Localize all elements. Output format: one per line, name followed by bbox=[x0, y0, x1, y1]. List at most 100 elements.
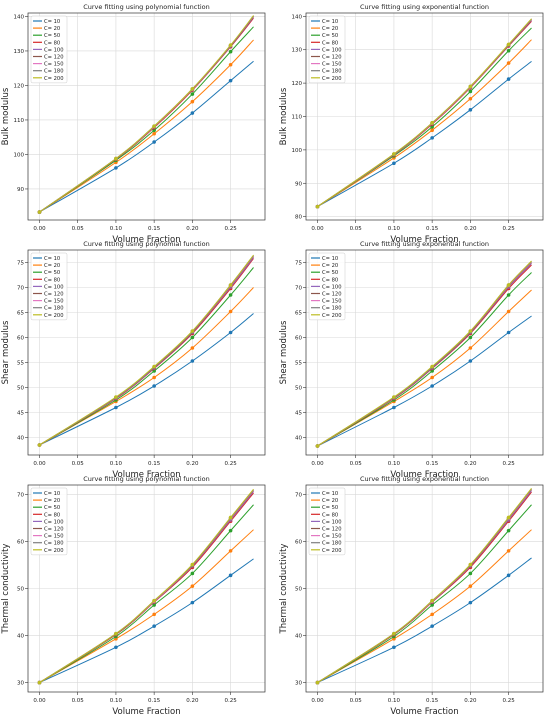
data-point bbox=[152, 624, 156, 628]
legend-label: C= 120 bbox=[44, 527, 64, 533]
series-line-3 bbox=[39, 26, 254, 213]
data-point bbox=[228, 330, 233, 335]
y-tick-label: 45 bbox=[17, 411, 24, 417]
legend-label: C= 100 bbox=[44, 284, 64, 290]
legend-label: C= 10 bbox=[44, 491, 60, 497]
plot-frame bbox=[305, 249, 544, 456]
data-point bbox=[430, 121, 434, 125]
data-point bbox=[228, 573, 233, 578]
legend-label: C= 120 bbox=[322, 292, 342, 298]
legend-label: C= 100 bbox=[322, 47, 342, 53]
data-point bbox=[190, 571, 195, 576]
series-line-2 bbox=[39, 39, 254, 213]
x-tick-label: 0.00 bbox=[33, 226, 46, 232]
series-line-7 bbox=[317, 19, 532, 208]
data-point bbox=[37, 443, 42, 447]
series-line-3 bbox=[317, 272, 532, 447]
data-point bbox=[430, 384, 434, 388]
series-line-8 bbox=[39, 255, 254, 446]
x-tick-label: 0.10 bbox=[110, 698, 123, 704]
data-point bbox=[430, 125, 434, 129]
legend-label: C= 200 bbox=[322, 548, 342, 554]
x-axis-label: Volume Fraction bbox=[390, 470, 458, 480]
data-point bbox=[152, 612, 156, 617]
x-tick-label: 0.25 bbox=[502, 461, 515, 467]
legend-label: C= 150 bbox=[322, 62, 342, 68]
legend-label: C= 150 bbox=[322, 299, 342, 305]
series-line-8 bbox=[317, 488, 532, 684]
legend-box bbox=[308, 252, 346, 321]
x-tick-label: 0.10 bbox=[388, 698, 401, 704]
y-tick-label: 30 bbox=[17, 681, 24, 687]
data-point bbox=[430, 136, 434, 140]
y-tick-label: 110 bbox=[14, 118, 25, 124]
data-point bbox=[315, 444, 320, 448]
x-tick-label: 0.20 bbox=[464, 226, 477, 232]
data-point bbox=[152, 131, 156, 136]
data-point bbox=[430, 128, 434, 132]
legend-label: C= 80 bbox=[44, 512, 60, 518]
data-point bbox=[506, 48, 511, 53]
legend-label: C= 80 bbox=[322, 277, 338, 283]
x-tick-label: 0.20 bbox=[186, 461, 199, 467]
data-point bbox=[114, 645, 118, 650]
legend-label: C= 200 bbox=[44, 313, 64, 319]
series-line-9 bbox=[39, 254, 254, 446]
y-tick-label: 100 bbox=[14, 152, 25, 158]
chart-title: Curve fitting using exponential function bbox=[360, 475, 489, 483]
x-tick-label: 0.10 bbox=[110, 226, 123, 232]
x-tick-label: 0.05 bbox=[350, 461, 363, 467]
x-tick-label: 0.00 bbox=[311, 461, 324, 467]
legend-label: C= 180 bbox=[44, 541, 64, 547]
y-tick-label: 120 bbox=[14, 83, 25, 89]
data-point bbox=[430, 603, 434, 607]
y-tick-label: 50 bbox=[17, 386, 24, 392]
legend-label: C= 10 bbox=[322, 491, 338, 497]
x-axis-label: Volume Fraction bbox=[112, 707, 180, 714]
x-axis-label: Volume Fraction bbox=[390, 235, 458, 245]
legend-label: C= 120 bbox=[44, 292, 64, 298]
legend-label: C= 80 bbox=[322, 40, 338, 46]
y-tick-label: 90 bbox=[17, 187, 24, 193]
data-point bbox=[506, 293, 511, 297]
series-line-7 bbox=[39, 15, 254, 213]
legend-label: C= 150 bbox=[44, 299, 64, 305]
y-tick-label: 130 bbox=[14, 49, 25, 55]
series-line-2 bbox=[39, 529, 254, 684]
data-point bbox=[190, 329, 195, 333]
legend-label: C= 180 bbox=[322, 541, 342, 547]
y-tick-label: 70 bbox=[17, 492, 24, 498]
x-tick-label: 0.05 bbox=[350, 226, 363, 232]
legend-label: C= 150 bbox=[44, 534, 64, 540]
data-point bbox=[190, 92, 195, 96]
data-point bbox=[228, 62, 233, 67]
x-tick-label: 0.20 bbox=[464, 698, 477, 704]
x-tick-label: 0.10 bbox=[388, 461, 401, 467]
series-line-5 bbox=[39, 491, 254, 684]
y-tick-label: 60 bbox=[295, 539, 302, 545]
plot-frame bbox=[305, 12, 544, 221]
legend-label: C= 120 bbox=[322, 527, 342, 533]
series-line-9 bbox=[317, 487, 532, 684]
y-tick-label: 50 bbox=[295, 386, 302, 392]
legend-label: C= 20 bbox=[44, 26, 60, 32]
series-line-4 bbox=[317, 21, 532, 208]
x-tick-label: 0.15 bbox=[148, 226, 161, 232]
data-point bbox=[430, 612, 434, 617]
data-point bbox=[468, 108, 473, 112]
data-point bbox=[506, 61, 511, 65]
legend-box bbox=[30, 15, 68, 84]
subplot-2: 0.00 0.05 0.10 0.15 0.20 0.25 80 90 100 110 120 130… bbox=[279, 3, 544, 245]
y-tick-label: 65 bbox=[295, 311, 302, 317]
legend-label: C= 180 bbox=[44, 306, 64, 312]
subplot-1: 0.00 0.05 0.10 0.15 0.20 0.25 90 100 110 120 130 14… bbox=[1, 3, 266, 245]
data-point bbox=[468, 335, 473, 340]
y-tick-label: 60 bbox=[17, 539, 24, 545]
series-line-5 bbox=[317, 490, 532, 684]
x-tick-label: 0.00 bbox=[311, 226, 324, 232]
series-line-7 bbox=[39, 489, 254, 684]
legend-label: C= 50 bbox=[44, 505, 60, 511]
series-line-4 bbox=[39, 492, 254, 684]
